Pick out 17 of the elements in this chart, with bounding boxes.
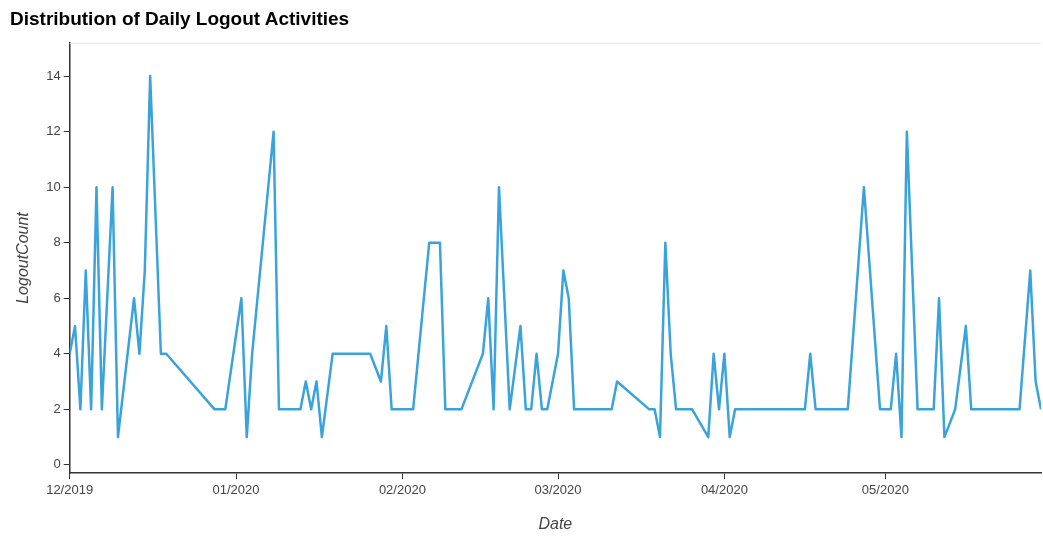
chart-title: Distribution of Daily Logout Activities	[10, 7, 350, 29]
x-tick-label: 01/2020	[212, 481, 260, 497]
y-tick-label: 4	[53, 345, 61, 361]
x-tick-label: 03/2020	[534, 481, 582, 497]
y-tick-label: 12	[46, 123, 61, 139]
y-axis-title: LogoutCount	[14, 211, 32, 304]
x-tick-label: 04/2020	[700, 481, 748, 497]
y-tick-label: 8	[53, 234, 61, 250]
y-tick-label: 0	[53, 456, 61, 472]
y-tick-label: 2	[53, 400, 61, 416]
x-tick-label: 12/2019	[46, 481, 94, 497]
x-axis-title: Date	[538, 514, 573, 532]
y-tick-label: 6	[53, 289, 61, 305]
y-tick-label: 10	[46, 178, 61, 194]
x-tick-label: 05/2020	[861, 481, 909, 497]
x-tick-label: 02/2020	[378, 481, 426, 497]
y-tick-label: 14	[46, 67, 61, 83]
